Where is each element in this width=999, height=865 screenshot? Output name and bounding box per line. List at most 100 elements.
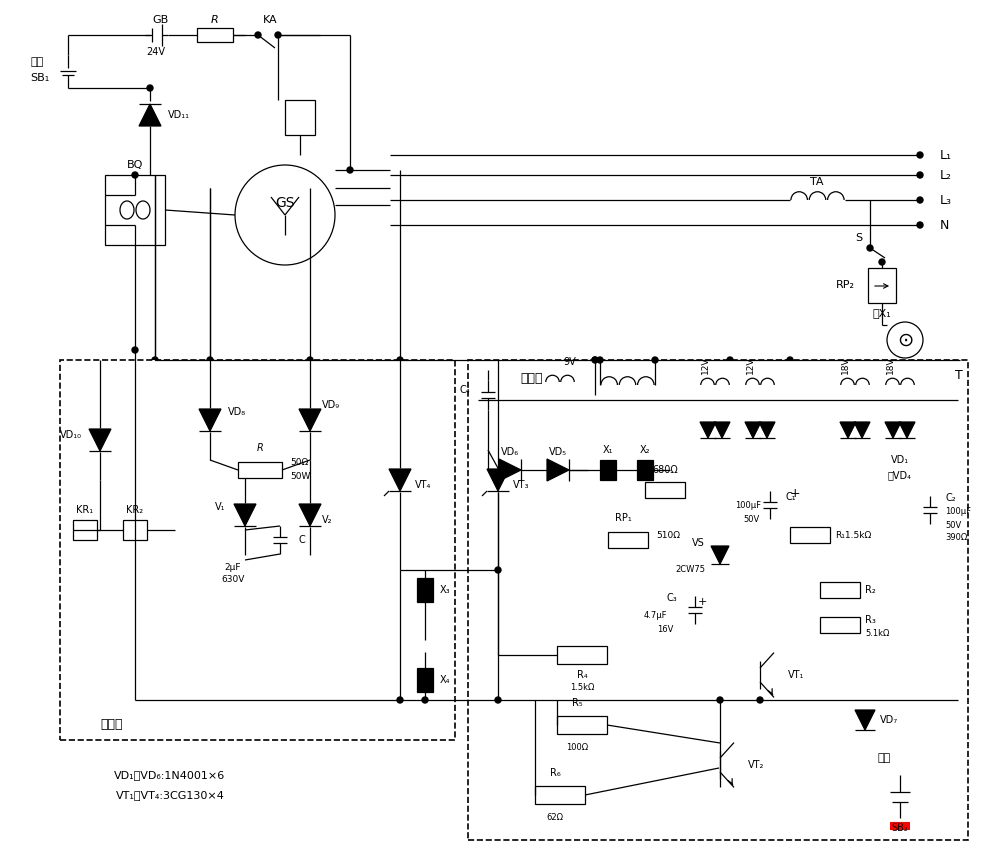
Circle shape	[917, 222, 923, 228]
Bar	[417, 668, 433, 692]
Text: VD₁～VD₆:1N4001×6: VD₁～VD₆:1N4001×6	[114, 770, 226, 780]
Text: RP₁: RP₁	[614, 513, 631, 523]
Circle shape	[879, 259, 885, 265]
Polygon shape	[885, 422, 901, 438]
Text: VT₁: VT₁	[788, 670, 804, 680]
Text: VT₃: VT₃	[513, 480, 529, 490]
Text: 触发器: 触发器	[520, 371, 542, 385]
Text: RP₂: RP₂	[836, 280, 855, 290]
Text: 12V: 12V	[745, 356, 754, 374]
Polygon shape	[487, 469, 509, 491]
Bar	[285, 100, 315, 135]
Circle shape	[597, 357, 603, 363]
Circle shape	[397, 357, 403, 363]
Text: VT₄: VT₄	[415, 480, 432, 490]
Text: VD₉: VD₉	[322, 400, 340, 410]
Text: 390Ω: 390Ω	[945, 534, 967, 542]
Text: GS: GS	[276, 196, 295, 210]
Text: T: T	[955, 368, 963, 381]
Bar	[238, 462, 282, 478]
Polygon shape	[89, 429, 111, 451]
Text: VD₁₀: VD₁₀	[60, 430, 82, 440]
Text: 16V: 16V	[656, 625, 673, 635]
Text: VD₆: VD₆	[500, 447, 519, 457]
Circle shape	[147, 85, 153, 91]
Text: VS: VS	[692, 538, 705, 548]
Text: 2CW75: 2CW75	[675, 566, 705, 574]
Text: KA: KA	[263, 15, 278, 25]
Circle shape	[727, 357, 733, 363]
Polygon shape	[139, 104, 161, 126]
Text: 启励: 启励	[30, 57, 43, 67]
Text: VD₁: VD₁	[891, 455, 909, 465]
Text: X₂: X₂	[639, 445, 650, 455]
Circle shape	[307, 357, 313, 363]
Circle shape	[422, 697, 428, 703]
Text: 50V: 50V	[744, 516, 760, 524]
Circle shape	[917, 172, 923, 178]
Text: VD₈: VD₈	[228, 407, 246, 417]
Text: R₅: R₅	[571, 698, 582, 708]
Polygon shape	[714, 422, 730, 438]
Text: 9V: 9V	[563, 357, 576, 367]
Polygon shape	[840, 422, 856, 438]
Text: V₁: V₁	[215, 502, 225, 512]
Text: C₂: C₂	[945, 493, 956, 503]
Text: 510Ω: 510Ω	[656, 530, 680, 540]
Text: 50W: 50W	[290, 471, 311, 480]
Circle shape	[495, 697, 501, 703]
Polygon shape	[700, 422, 716, 438]
Text: 1.5kΩ: 1.5kΩ	[569, 683, 594, 693]
Bar	[820, 582, 860, 598]
Text: KR₂: KR₂	[127, 505, 144, 515]
Text: 主回路: 主回路	[100, 719, 123, 732]
Circle shape	[887, 322, 923, 358]
Text: TA: TA	[810, 177, 824, 187]
Text: 4.7μF: 4.7μF	[643, 611, 667, 619]
Bar	[600, 460, 616, 480]
Circle shape	[717, 697, 723, 703]
Text: +: +	[698, 597, 707, 607]
Text: ～VD₄: ～VD₄	[888, 470, 912, 480]
Bar	[608, 532, 648, 548]
Bar	[790, 527, 830, 543]
Circle shape	[397, 697, 403, 703]
Text: 100μF: 100μF	[945, 508, 971, 516]
Circle shape	[757, 697, 763, 703]
Text: V₂: V₂	[322, 515, 333, 525]
Text: C: C	[298, 535, 305, 545]
Text: 18V: 18V	[840, 356, 849, 374]
Bar	[557, 646, 607, 664]
Text: 灭磁: 灭磁	[878, 753, 891, 763]
Text: BQ: BQ	[127, 160, 143, 170]
Bar	[890, 822, 910, 830]
Text: L₃: L₃	[940, 194, 952, 207]
Text: 62Ω: 62Ω	[546, 812, 563, 822]
Text: 5.1kΩ: 5.1kΩ	[865, 629, 889, 638]
Polygon shape	[745, 422, 761, 438]
Circle shape	[255, 32, 261, 38]
Circle shape	[495, 567, 501, 573]
Text: 18V: 18V	[885, 356, 894, 374]
Circle shape	[152, 357, 158, 363]
Bar	[868, 268, 896, 303]
Polygon shape	[199, 409, 221, 431]
Polygon shape	[547, 459, 569, 481]
Text: R₂: R₂	[865, 585, 876, 595]
Circle shape	[132, 172, 138, 178]
Text: R₄: R₄	[576, 670, 587, 680]
Text: GB: GB	[152, 15, 168, 25]
Circle shape	[787, 357, 793, 363]
Text: 24V: 24V	[147, 47, 166, 57]
Text: S: S	[855, 233, 862, 243]
Text: R₆: R₆	[549, 768, 560, 778]
Polygon shape	[299, 409, 321, 431]
Circle shape	[652, 357, 658, 363]
Text: C₃: C₃	[666, 593, 677, 603]
Text: C₁: C₁	[785, 492, 795, 502]
Bar	[197, 28, 233, 42]
Text: VD₅: VD₅	[549, 447, 567, 457]
Text: R₃: R₃	[865, 615, 876, 625]
Text: 630V: 630V	[222, 575, 245, 585]
Text: R: R	[257, 443, 264, 453]
